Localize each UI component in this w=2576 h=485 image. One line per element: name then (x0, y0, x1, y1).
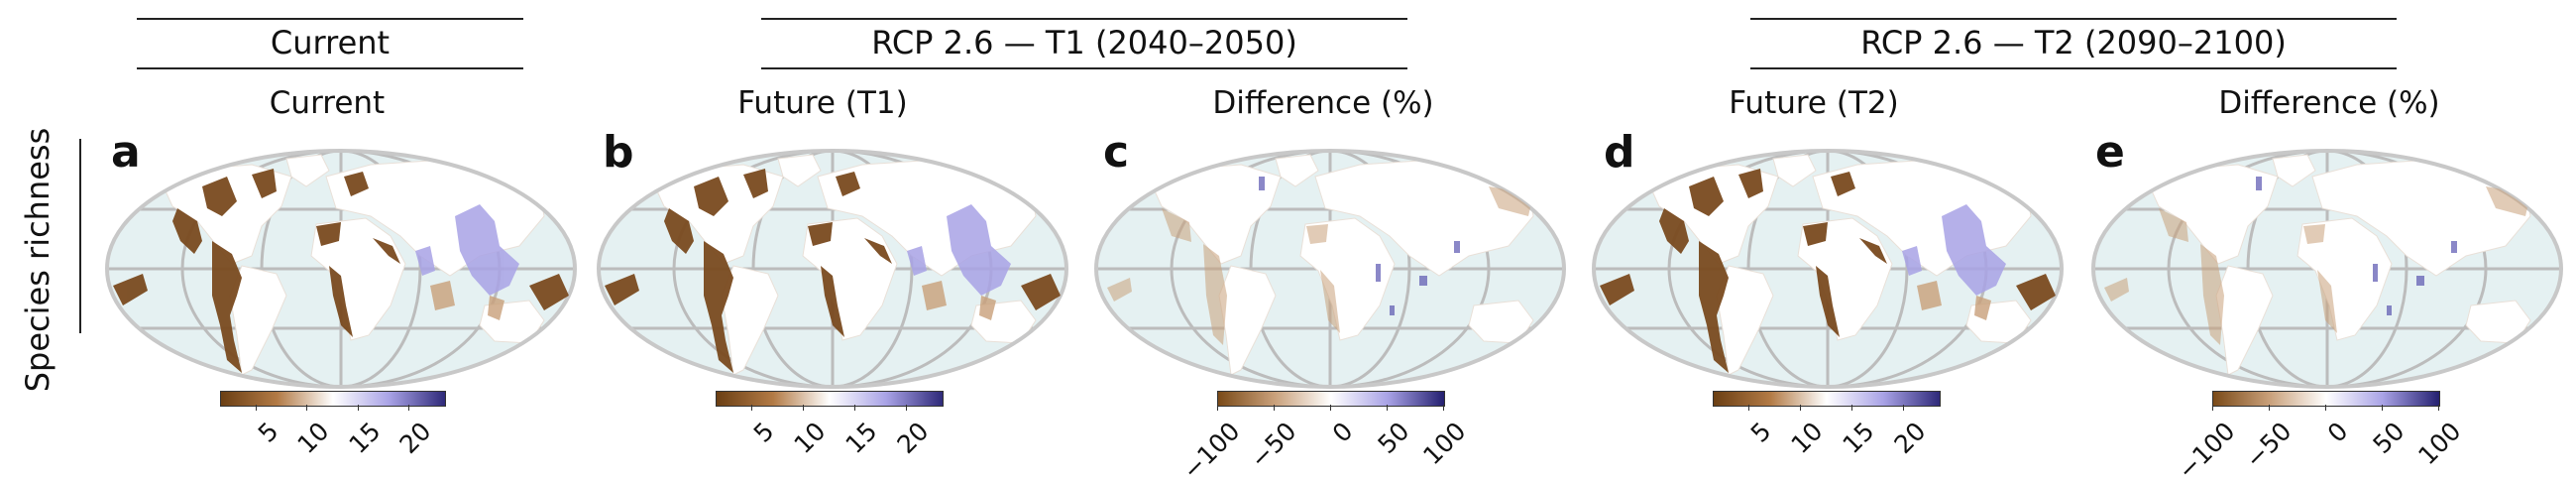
map-difference-t2 (2089, 147, 2565, 391)
header-rule-top-t1 (761, 18, 1407, 20)
colorbar-c-tick-label: −50 (1244, 417, 1302, 474)
group-title-current: Current (270, 24, 391, 61)
colorbar-c-tick-label: 50 (1372, 417, 1415, 460)
colorbar-e-tick-label: −50 (2239, 417, 2297, 474)
colorbar-e-tick-label: 50 (2367, 417, 2410, 460)
colorbar-c (1217, 391, 1445, 407)
colorbar-a (220, 391, 446, 407)
colorbar-a-tick (407, 405, 409, 411)
colorbar-e-tick-label: −100 (2172, 417, 2241, 485)
colorbar-a-tick-label: 15 (343, 417, 387, 460)
colorbar-c-tick-label: −100 (1176, 417, 1246, 485)
colorbar-b-tick-label: 20 (891, 417, 935, 460)
colorbar-e-tick-label: 0 (2321, 417, 2354, 448)
header-rule-bottom-current (137, 67, 523, 69)
map-current-richness (103, 147, 579, 391)
panel-title-d: Future (T2) (1729, 85, 1899, 121)
colorbar-b-tick-label: 10 (788, 417, 832, 460)
colorbar-c-tick (1274, 405, 1275, 411)
colorbar-c-tick (1443, 405, 1444, 411)
colorbar-b-tick (751, 405, 753, 411)
colorbar-d-tick-label: 10 (1785, 417, 1829, 460)
colorbar-e-tick (2382, 405, 2383, 411)
panel-letter-b: b (603, 127, 634, 178)
colorbar-c-tick-label: 0 (1326, 417, 1359, 448)
row-label-rule (79, 139, 81, 333)
colorbar-d-tick-label: 5 (1745, 417, 1777, 448)
colorbar-e-tick (2212, 405, 2213, 411)
panel-title-a: Current (269, 85, 386, 121)
colorbar-d (1713, 391, 1941, 407)
colorbar-e-tick (2325, 405, 2326, 411)
colorbar-e-tick (2438, 405, 2439, 411)
panel-letter-c: c (1103, 127, 1130, 178)
colorbar-c-tick-label: 100 (1417, 417, 1472, 471)
panel-title-e: Difference (%) (2218, 85, 2440, 121)
colorbar-d-tick (1748, 405, 1750, 411)
colorbar-a-tick-label: 20 (393, 417, 437, 460)
colorbar-d-tick-label: 20 (1888, 417, 1932, 460)
group-title-t1: RCP 2.6 — T1 (2040–2050) (871, 24, 1297, 61)
colorbar-a-tick-label: 10 (291, 417, 335, 460)
panel-title-c: Difference (%) (1212, 85, 1434, 121)
colorbar-a-tick (357, 405, 359, 411)
header-rule-top-current (137, 18, 523, 20)
colorbar-a-tick (306, 405, 308, 411)
group-title-t2: RCP 2.6 — T2 (2090–2100) (1860, 24, 2287, 61)
map-future-t1-richness (595, 147, 1070, 391)
colorbar-c-tick (1330, 405, 1331, 411)
panel-letter-d: d (1604, 127, 1635, 178)
colorbar-c-tick (1217, 405, 1218, 411)
colorbar-b-tick (905, 405, 907, 411)
colorbar-b-tick-label: 15 (840, 417, 883, 460)
colorbar-d-tick (1902, 405, 1904, 411)
map-future-t2-richness (1590, 147, 2066, 391)
colorbar-b-tick (853, 405, 855, 411)
colorbar-e-tick (2269, 405, 2270, 411)
colorbar-c-tick (1387, 405, 1388, 411)
colorbar-b-tick-label: 5 (748, 417, 780, 448)
colorbar-d-tick-label: 15 (1837, 417, 1880, 460)
colorbar-b-tick (803, 405, 805, 411)
header-rule-top-t2 (1750, 18, 2397, 20)
colorbar-b (716, 391, 944, 407)
colorbar-a-tick-label: 5 (252, 417, 284, 448)
header-rule-bottom-t1 (761, 67, 1407, 69)
header-rule-bottom-t2 (1750, 67, 2397, 69)
colorbar-e-tick-label: 100 (2412, 417, 2467, 471)
colorbar-d-tick (1850, 405, 1852, 411)
panel-letter-a: a (111, 127, 141, 178)
colorbar-e (2212, 391, 2440, 407)
panel-letter-e: e (2095, 127, 2125, 178)
map-difference-t1 (1092, 147, 1568, 391)
colorbar-a-tick (256, 405, 258, 411)
panel-title-b: Future (T1) (737, 85, 908, 121)
row-label: Species richness (19, 127, 56, 393)
colorbar-d-tick (1800, 405, 1802, 411)
